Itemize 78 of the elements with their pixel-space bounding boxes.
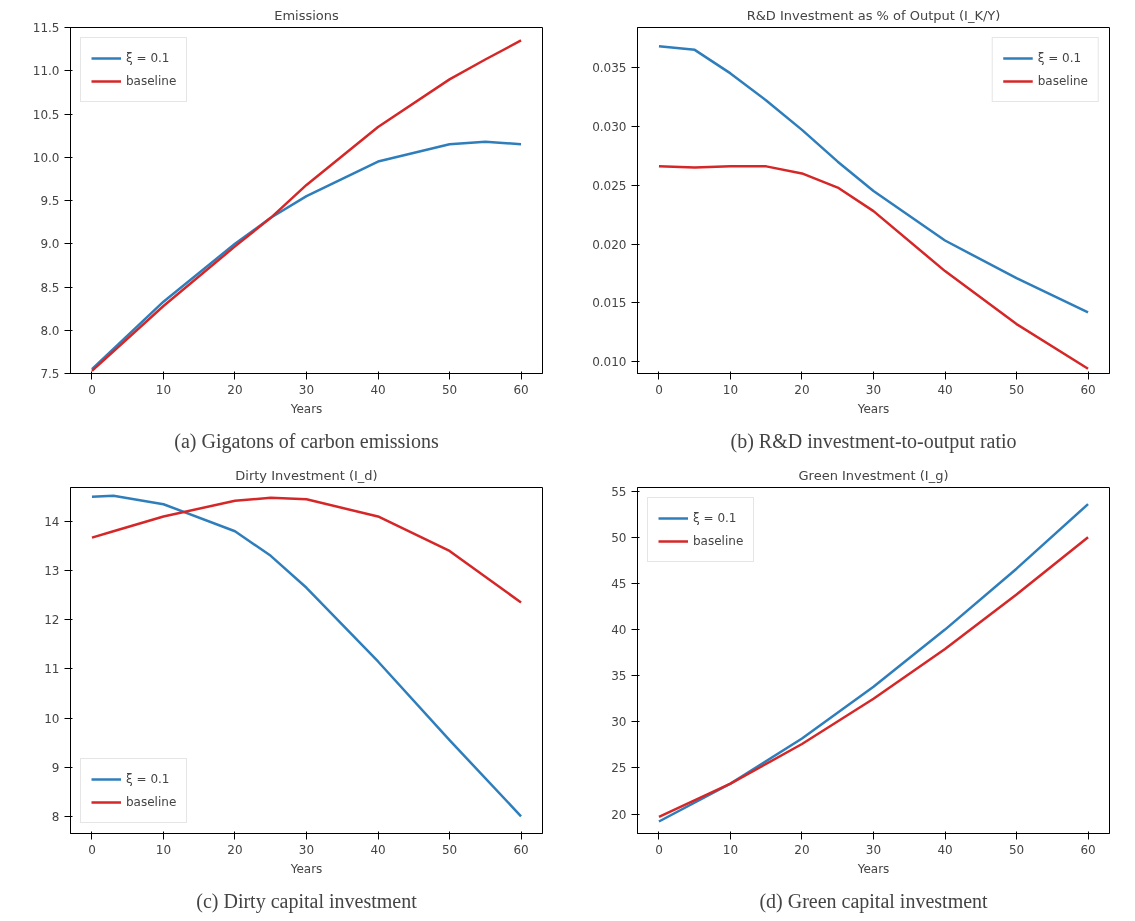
x-tick-label: 40	[370, 382, 386, 397]
chart-title: Dirty Investment (I_d)	[235, 467, 378, 483]
x-tick-label: 30	[298, 842, 315, 857]
y-tick-label: 10	[44, 711, 60, 726]
y-tick-label: 9	[51, 760, 60, 775]
x-tick-label: 40	[937, 842, 953, 857]
y-tick-label: 0.035	[592, 61, 627, 76]
y-tick-label: 13	[44, 564, 60, 579]
text: (b) R&D investment-to-output ratio	[730, 429, 1017, 453]
y-tick-label: 8.5	[40, 280, 60, 295]
x-tick-label: 10	[155, 382, 172, 397]
x-tick-label: 50	[441, 842, 458, 857]
x-tick-label: 0	[655, 382, 663, 397]
x-tick-label: 50	[1008, 842, 1025, 857]
x-tick-label: 20	[227, 382, 243, 397]
chart-title: Green Investment (I_g)	[798, 467, 949, 483]
y-tick-label: 7.5	[40, 367, 60, 381]
x-tick-label: 60	[1080, 382, 1096, 397]
x-axis-title: Years	[856, 861, 890, 876]
legend-label: baseline	[126, 74, 177, 88]
y-tick-label: 30	[611, 715, 627, 730]
y-tick-label: 45	[611, 576, 627, 591]
x-tick-label: 20	[794, 382, 810, 397]
x-tick-label: 10	[155, 842, 172, 857]
y-tick-label: 14	[44, 514, 60, 529]
y-tick-label: 12	[44, 613, 60, 628]
y-tick-label: 0.010	[592, 355, 627, 370]
x-tick-label: 40	[937, 382, 953, 397]
legend-label: baseline	[693, 534, 744, 548]
legend-label: baseline	[1037, 74, 1088, 88]
x-tick-label: 40	[370, 842, 386, 857]
y-tick-label: 55	[611, 484, 627, 499]
y-tick-label: 20	[611, 807, 627, 822]
chart-title: R&D Investment as % of Output (I_K/Y)	[746, 7, 1001, 23]
text: (c) Dirty capital investment	[196, 889, 418, 913]
x-tick-label: 0	[88, 842, 96, 857]
y-tick-label: 8	[51, 809, 60, 824]
y-tick-label: 11	[44, 662, 60, 677]
y-tick-label: 0.025	[592, 178, 627, 193]
x-tick-label: 20	[794, 842, 810, 857]
y-tick-label: 25	[611, 761, 627, 776]
y-tick-label: 0.015	[592, 296, 627, 311]
y-tick-label: 9.5	[40, 194, 60, 208]
x-tick-label: 50	[1008, 382, 1025, 397]
x-tick-label: 10	[722, 842, 739, 857]
x-tick-label: 60	[1080, 842, 1096, 857]
x-tick-label: 50	[441, 382, 458, 397]
x-tick-label: 20	[227, 842, 243, 857]
x-axis-title: Years	[856, 401, 890, 416]
legend-label: ξ = 0.1	[126, 51, 170, 65]
y-tick-label: 9.0	[40, 237, 60, 252]
y-tick-label: 0.030	[592, 119, 627, 134]
legend-label: ξ = 0.1	[693, 511, 737, 525]
legend-label: ξ = 0.1	[1037, 51, 1082, 65]
y-tick-label: 11.0	[32, 64, 60, 79]
x-axis-title: Years	[289, 861, 323, 876]
y-tick-label: 11.5	[32, 21, 60, 35]
legend-label: ξ = 0.1	[126, 772, 170, 786]
legend-label: baseline	[126, 795, 177, 809]
text: (d) Green capital investment	[759, 889, 989, 913]
y-tick-label: 35	[611, 669, 627, 684]
x-tick-label: 30	[298, 382, 315, 397]
y-tick-label: 10.5	[32, 107, 60, 122]
x-axis-title: Years	[289, 401, 323, 416]
x-tick-label: 0	[88, 382, 96, 397]
x-tick-label: 60	[513, 842, 529, 857]
text: (a) Gigatons of carbon emissions	[174, 429, 439, 453]
y-tick-label: 0.020	[592, 237, 627, 252]
y-tick-label: 10.0	[32, 150, 60, 165]
y-tick-label: 8.0	[40, 323, 60, 338]
x-tick-label: 30	[865, 842, 882, 857]
y-tick-label: 50	[611, 530, 627, 545]
chart-title: Emissions	[274, 7, 340, 23]
x-tick-label: 10	[722, 382, 739, 397]
y-tick-label: 40	[611, 623, 627, 638]
x-tick-label: 0	[655, 842, 663, 857]
x-tick-label: 60	[513, 382, 529, 397]
x-tick-label: 30	[865, 382, 882, 397]
